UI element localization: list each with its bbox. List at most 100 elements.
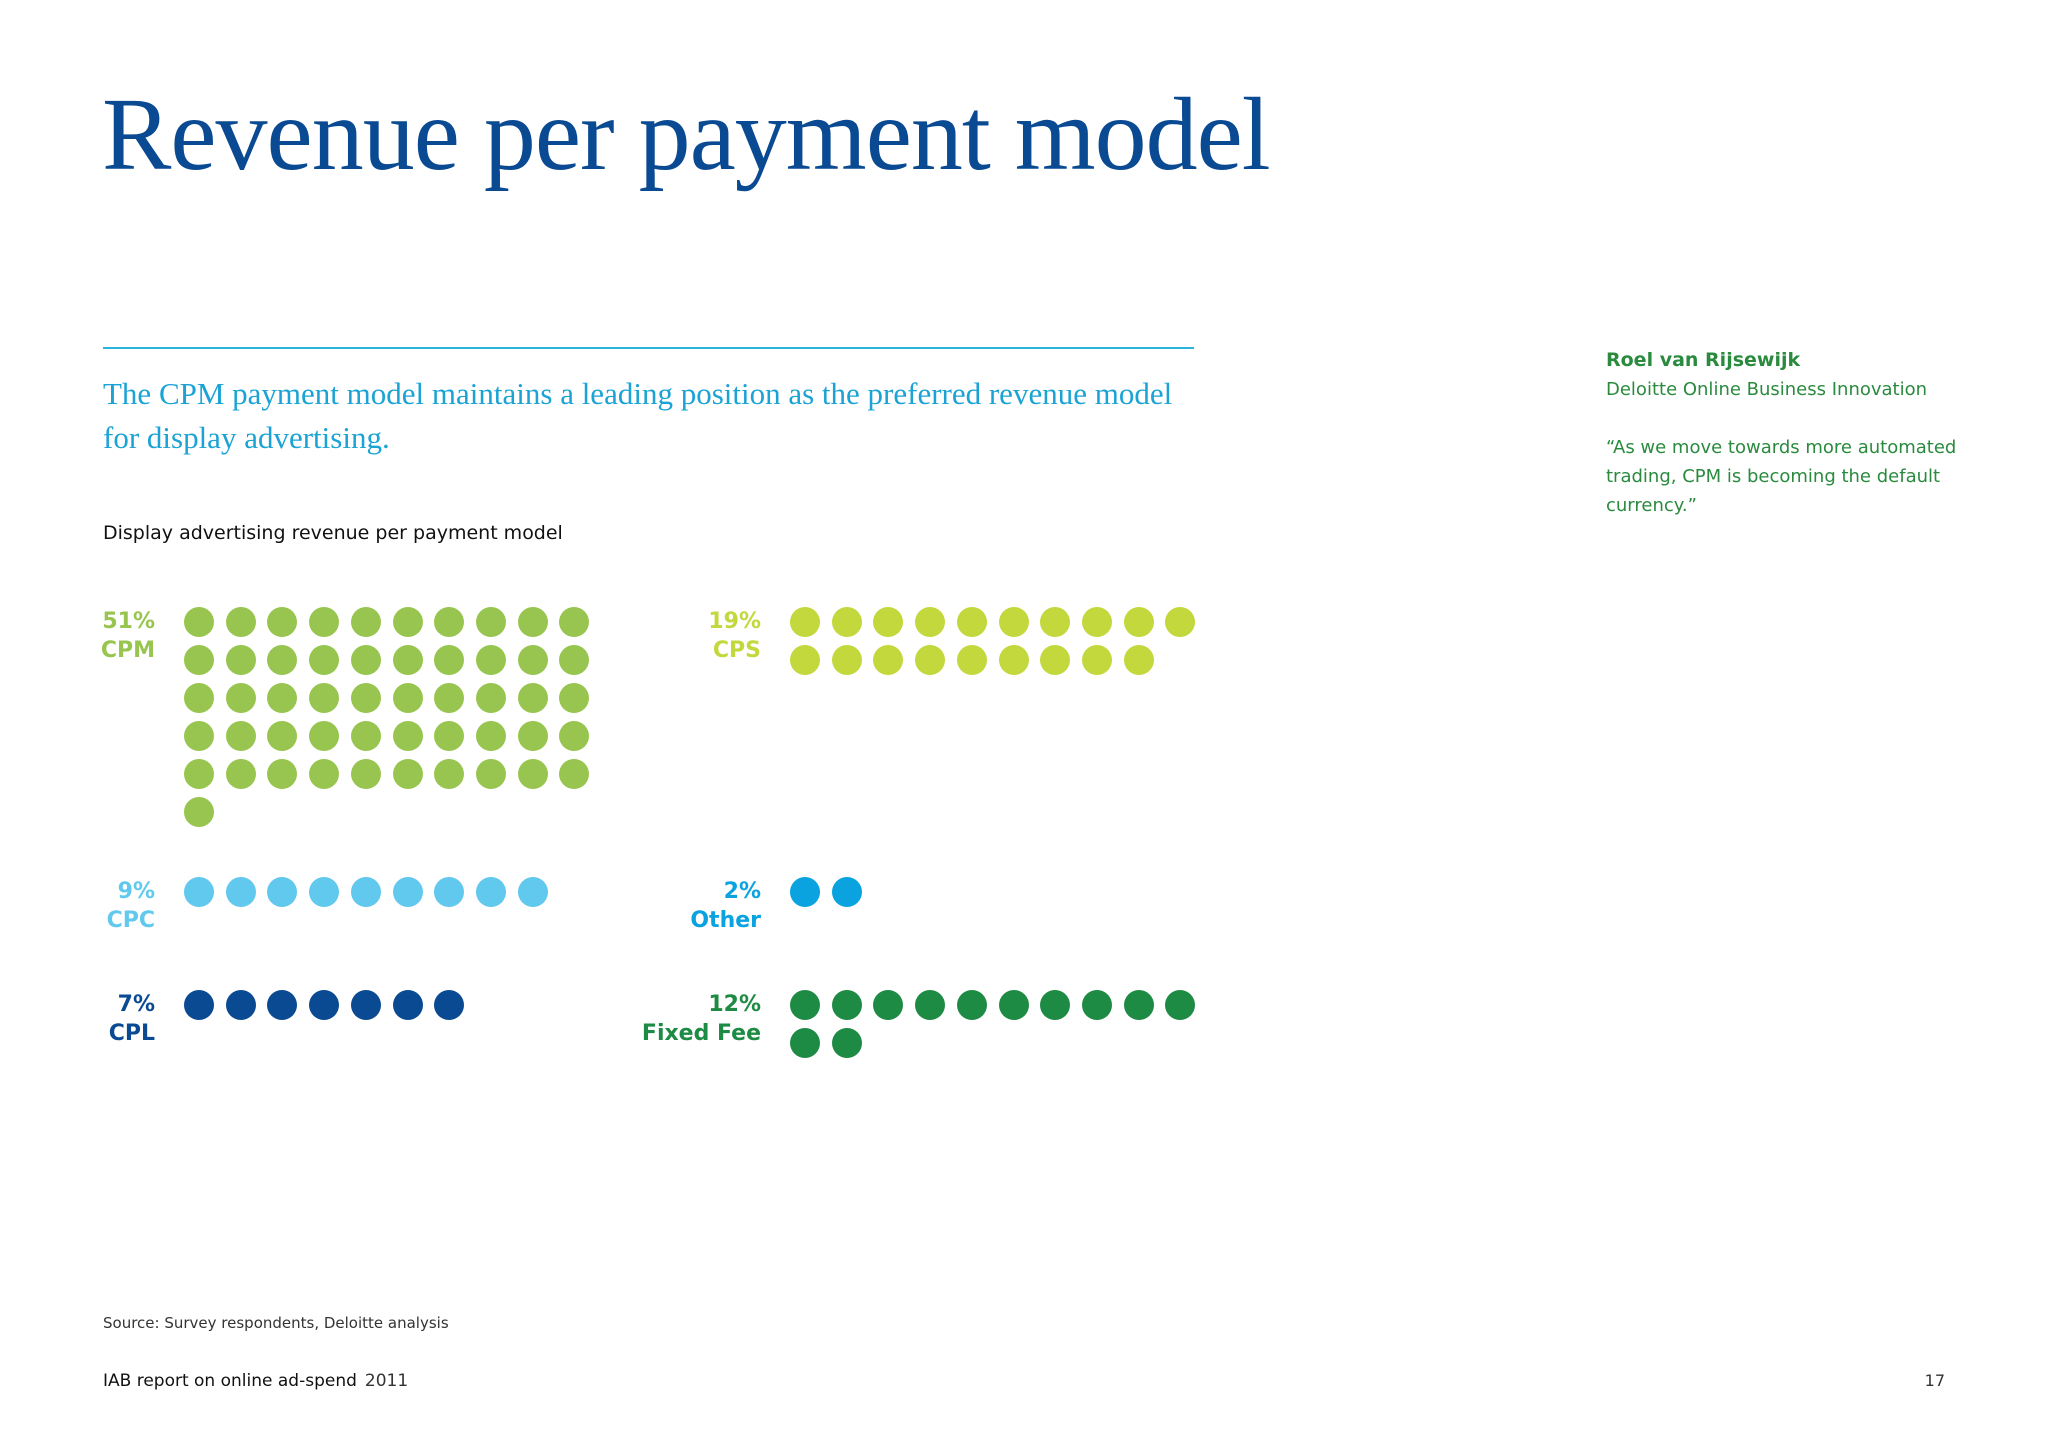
dot-fixed_fee [1165, 990, 1196, 1020]
dot-cpm [434, 683, 465, 713]
dot-cpm [434, 607, 465, 637]
dot-cpm [267, 683, 298, 713]
dot-cpm [392, 721, 423, 751]
dot-cpm [184, 721, 214, 751]
dot-cps [1040, 645, 1071, 675]
dot-cpm [309, 759, 340, 789]
dot-cpm [309, 607, 340, 637]
dot-fixed_fee [790, 1028, 820, 1058]
dot-cps [915, 607, 946, 637]
dot-cps [790, 607, 820, 637]
group-name-cpc: CPC [106, 908, 155, 933]
dot-fixed_fee [831, 990, 862, 1020]
dot-cpm [559, 645, 590, 675]
dot-cpc [350, 877, 381, 907]
divider-rule [103, 347, 1194, 349]
dot-cpc [392, 877, 423, 907]
dot-cpl [184, 990, 214, 1020]
footer-report-title: IAB report on online ad-spend 2011 [103, 1371, 408, 1391]
group-value-other: 2% [723, 879, 761, 904]
dot-cpc [517, 877, 548, 907]
dot-cps [1081, 607, 1112, 637]
dot-cpm [184, 759, 214, 789]
dot-cps [1123, 607, 1154, 637]
dot-fixed_fee [915, 990, 946, 1020]
group-label-cpc: 9% CPC [0, 877, 155, 935]
dot-cpc [475, 877, 506, 907]
dot-cps [1165, 607, 1196, 637]
dot-cpm [350, 721, 381, 751]
dot-cpm [225, 721, 256, 751]
dot-cps [1040, 607, 1071, 637]
group-name-cpl: CPL [108, 1021, 155, 1046]
group-label-cps: 19% CPS [561, 607, 761, 665]
dot-cps [1123, 645, 1154, 675]
dot-cpm [225, 683, 256, 713]
dot-cpm [434, 721, 465, 751]
dot-cpl [225, 990, 256, 1020]
dot-cps [873, 645, 904, 675]
group-name-fixed-fee: Fixed Fee [641, 1021, 761, 1046]
dot-fixed_fee [873, 990, 904, 1020]
dot-cpm [309, 645, 340, 675]
dot-cps [956, 645, 987, 675]
dot-cpl [392, 990, 423, 1020]
dot-cpm [517, 683, 548, 713]
dot-cpm [184, 683, 214, 713]
dot-cps [956, 607, 987, 637]
dot-cpc [184, 877, 214, 907]
dot-cpm [309, 721, 340, 751]
page-title: Revenue per payment model [102, 77, 1271, 192]
dot-cpm [184, 607, 214, 637]
dot-cps [873, 607, 904, 637]
dot-cpm [309, 683, 340, 713]
dot-fixed_fee [1040, 990, 1071, 1020]
group-value-cpl: 7% [117, 992, 155, 1017]
dot-fixed_fee [998, 990, 1029, 1020]
dot-cpm [267, 645, 298, 675]
dot-cpm [475, 683, 506, 713]
dot-cpl [267, 990, 298, 1020]
dot-other [790, 877, 820, 907]
dot-fixed_fee [1123, 990, 1154, 1020]
dot-other [831, 877, 862, 907]
dot-cpm [392, 645, 423, 675]
dot-cpc [267, 877, 298, 907]
dot-cpm [392, 607, 423, 637]
group-value-cpc: 9% [117, 879, 155, 904]
dot-cpm [559, 759, 590, 789]
dot-cpm [184, 797, 214, 827]
dot-cpm [350, 759, 381, 789]
group-value-fixed-fee: 12% [708, 992, 761, 1017]
dot-cps [998, 645, 1029, 675]
dot-cpm [434, 759, 465, 789]
dot-cpm [475, 759, 506, 789]
dot-cps [915, 645, 946, 675]
dot-cpm [267, 607, 298, 637]
dot-cpm [267, 759, 298, 789]
dot-fixed_fee [1081, 990, 1112, 1020]
dot-cpl [350, 990, 381, 1020]
quote-block: Roel van Rijsewijk Deloitte Online Busin… [1606, 346, 1986, 520]
dot-cps [831, 607, 862, 637]
dot-cpm [225, 645, 256, 675]
group-value-cpm: 51% [102, 609, 155, 634]
source-note: Source: Survey respondents, Deloitte ana… [103, 1314, 449, 1332]
dot-fixed_fee [790, 990, 820, 1020]
dot-cpc [309, 877, 340, 907]
group-label-cpl: 7% CPL [0, 990, 155, 1048]
dot-cpl [309, 990, 340, 1020]
dot-cpm [517, 721, 548, 751]
dot-cpm [392, 759, 423, 789]
dot-cpm [392, 683, 423, 713]
dot-fixed_fee [831, 1028, 862, 1058]
footer-report-name: IAB report on online ad-spend [103, 1371, 357, 1391]
dot-cps [790, 645, 820, 675]
group-label-fixed-fee: 12% Fixed Fee [561, 990, 761, 1048]
footer-year: 2011 [364, 1371, 409, 1391]
dot-cpm [225, 607, 256, 637]
dot-cps [998, 607, 1029, 637]
dot-cpc [225, 877, 256, 907]
quote-author-organization: Deloitte Online Business Innovation [1606, 379, 1928, 400]
dot-cpm [559, 607, 590, 637]
